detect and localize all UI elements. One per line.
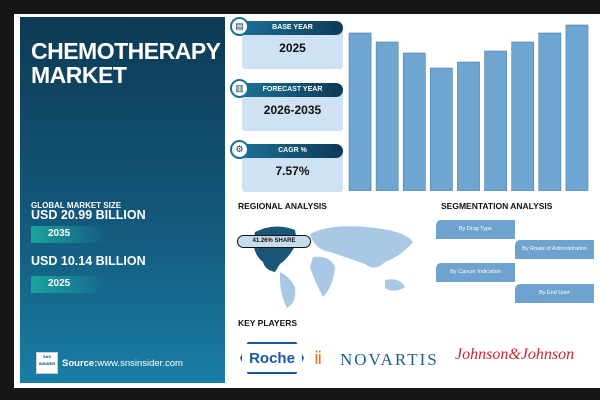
stat-box — [242, 29, 343, 69]
source-url[interactable]: www.snsinsider.com — [97, 357, 183, 369]
bar-7 — [511, 41, 535, 191]
source-label: Source: — [62, 357, 98, 369]
sns-insider-logo: S&S INSIDER — [36, 352, 58, 374]
bar-chart — [348, 24, 589, 191]
roche-logo: Roche — [240, 342, 304, 374]
chart-icon: ▥ — [230, 79, 249, 98]
page-title: CHEMOTHERAPY MARKET — [31, 39, 221, 87]
year-2025: 2025 — [31, 276, 106, 293]
novartis-flame-icon: ⅱ — [314, 348, 323, 368]
title-line-1: CHEMOTHERAPY — [31, 38, 221, 64]
bar-1 — [348, 32, 372, 191]
market-size-2035: USD 20.99 BILLION — [31, 208, 146, 222]
region-share-callout: 41.26% SHARE — [237, 235, 311, 248]
bar-3 — [402, 52, 426, 191]
regional-heading: REGIONAL ANALYSIS — [238, 201, 327, 211]
stat-value: 2025 — [279, 41, 306, 55]
bar-6 — [484, 50, 507, 191]
growth-icon: ⚙ — [230, 140, 249, 159]
bar-9 — [565, 24, 589, 191]
title-line-2: MARKET — [31, 62, 127, 88]
segment-cancer-indication[interactable]: By Cancer Indication — [436, 263, 515, 282]
market-size-2025: USD 10.14 BILLION — [31, 254, 146, 268]
bar-4 — [430, 67, 453, 191]
stat-label: BASE YEAR — [242, 21, 343, 35]
year-2035: 2035 — [31, 226, 106, 243]
left-panel: CHEMOTHERAPY MARKET GLOBAL MARKET SIZE US… — [20, 17, 225, 383]
world-map — [253, 226, 413, 308]
source: S&S INSIDER Source:www.snsinsider.com — [36, 352, 183, 374]
stat-box — [242, 152, 343, 192]
bar-5 — [457, 61, 480, 191]
document-icon: ▤ — [230, 17, 249, 36]
novartis-logo: NOVARTIS — [340, 350, 439, 369]
key-players-heading: KEY PLAYERS — [238, 318, 298, 328]
global-market-size-label: GLOBAL MARKET SIZE — [31, 201, 122, 210]
bar-2 — [375, 41, 399, 191]
stat-label: CAGR % — [242, 144, 343, 158]
segment-route[interactable]: By Route of Administration — [515, 240, 594, 259]
stat-value: 2026-2035 — [263, 103, 322, 117]
stat-label: FORECAST YEAR — [242, 83, 343, 97]
johnson-johnson-logo: Johnson&Johnson — [455, 346, 575, 363]
segment-drug-type[interactable]: By Drug Type — [436, 220, 515, 239]
bar-8 — [538, 32, 562, 191]
stat-box — [242, 91, 343, 131]
stat-value: 7.57% — [275, 164, 310, 178]
segment-end-user[interactable]: By End User — [515, 284, 594, 303]
segmentation-heading: SEGMENTATION ANALYSIS — [441, 201, 553, 211]
